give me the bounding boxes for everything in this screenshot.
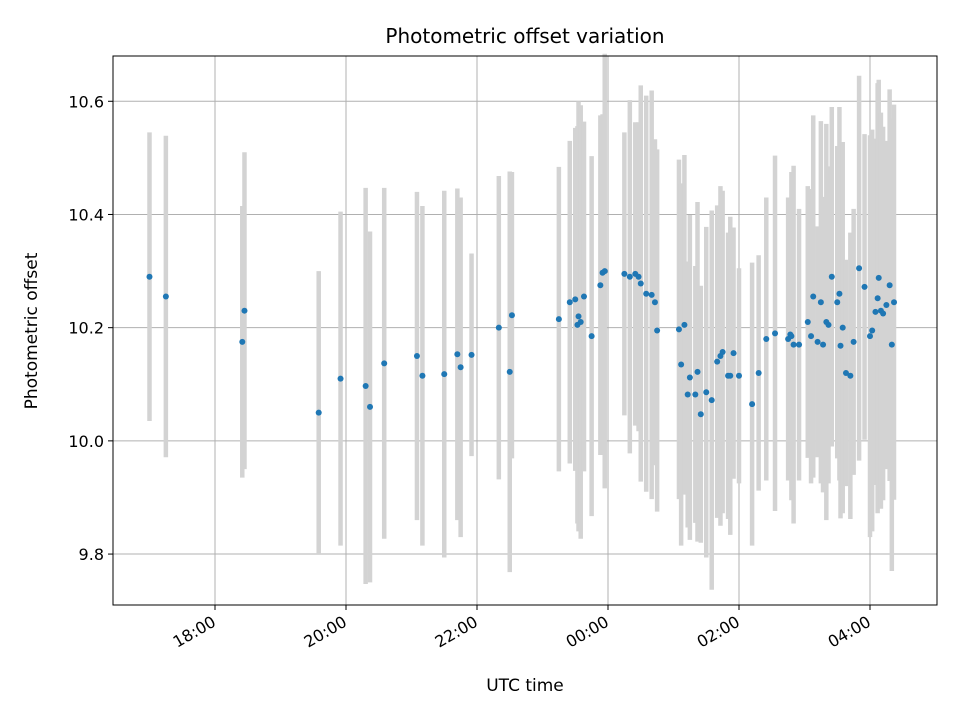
data-point xyxy=(555,316,562,323)
data-point xyxy=(580,293,587,300)
data-point xyxy=(381,360,388,367)
data-point xyxy=(790,341,797,348)
data-point xyxy=(796,341,803,348)
data-point xyxy=(825,321,832,328)
data-point xyxy=(867,333,873,340)
data-point xyxy=(588,333,595,340)
data-point xyxy=(635,273,642,280)
data-point xyxy=(686,374,693,381)
data-point xyxy=(506,368,513,375)
data-point xyxy=(730,350,737,357)
y-tick-label: 10.6 xyxy=(68,92,104,111)
plot-frame xyxy=(112,55,938,606)
data-point xyxy=(755,369,762,376)
data-point xyxy=(861,283,868,290)
data-point xyxy=(601,268,608,275)
data-point xyxy=(566,299,573,306)
data-point xyxy=(146,273,153,280)
chart-title: Photometric offset variation xyxy=(385,24,664,48)
data-point xyxy=(763,335,770,342)
data-point xyxy=(839,324,846,331)
data-point xyxy=(847,372,854,379)
data-point xyxy=(736,372,742,379)
data-point xyxy=(883,302,890,309)
data-point xyxy=(828,273,835,280)
y-tick-label: 10.4 xyxy=(68,205,104,224)
data-point xyxy=(572,296,579,303)
data-point xyxy=(837,342,844,349)
y-tick-label: 10.2 xyxy=(68,319,104,338)
data-point xyxy=(836,290,843,297)
y-axis-title: Photometric offset xyxy=(22,252,42,409)
data-point xyxy=(810,293,817,300)
data-point xyxy=(888,341,895,348)
data-point xyxy=(719,349,726,356)
data-point xyxy=(419,372,426,379)
data-point xyxy=(708,397,715,404)
data-point xyxy=(508,312,515,319)
data-point xyxy=(621,270,628,277)
data-point xyxy=(597,282,604,289)
data-point xyxy=(880,310,887,317)
data-point xyxy=(241,307,248,314)
data-point xyxy=(842,369,849,376)
data-point xyxy=(891,299,898,306)
data-point xyxy=(457,364,464,371)
data-point xyxy=(788,333,795,340)
data-point xyxy=(648,291,655,298)
data-point xyxy=(643,290,650,297)
data-point xyxy=(749,401,756,408)
data-point xyxy=(850,338,857,345)
data-point xyxy=(454,351,461,358)
x-axis-title: UTC time xyxy=(486,676,564,696)
data-point xyxy=(413,352,420,359)
data-point xyxy=(820,341,827,348)
data-point xyxy=(714,358,721,365)
data-point xyxy=(886,282,893,289)
data-point xyxy=(703,389,710,396)
data-point xyxy=(808,333,815,340)
data-point xyxy=(694,368,701,375)
data-point xyxy=(675,326,682,333)
data-point xyxy=(872,308,879,315)
y-tick-label: 9.8 xyxy=(79,545,104,564)
data-point xyxy=(441,371,448,378)
data-point xyxy=(162,293,169,300)
data-point xyxy=(681,321,688,328)
data-point xyxy=(362,382,369,389)
data-point xyxy=(577,319,584,326)
data-point xyxy=(626,273,633,280)
data-point xyxy=(697,411,704,418)
data-point xyxy=(875,274,882,281)
data-point xyxy=(817,299,824,306)
data-point xyxy=(874,295,881,302)
data-point xyxy=(315,409,322,416)
data-point xyxy=(692,391,699,398)
data-point xyxy=(468,351,475,358)
data-point xyxy=(495,324,502,331)
data-point xyxy=(727,372,734,379)
data-point xyxy=(337,375,344,382)
data-point xyxy=(239,338,246,345)
data-point xyxy=(834,299,841,306)
y-tick-label: 10.0 xyxy=(68,432,104,451)
data-point xyxy=(772,330,779,337)
data-point xyxy=(654,327,661,334)
data-point xyxy=(814,338,821,345)
data-point xyxy=(869,327,876,334)
data-point xyxy=(684,391,691,398)
data-points xyxy=(146,265,898,418)
data-point xyxy=(637,280,644,287)
data-point xyxy=(678,361,685,368)
data-point xyxy=(856,265,863,272)
data-point xyxy=(804,319,811,326)
data-point xyxy=(651,299,658,306)
data-point xyxy=(575,313,582,320)
data-point xyxy=(367,403,374,410)
